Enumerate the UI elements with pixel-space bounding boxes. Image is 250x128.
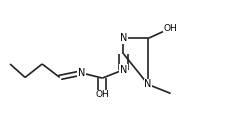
Text: N: N — [119, 65, 127, 75]
Text: N: N — [78, 68, 85, 78]
Text: N: N — [119, 33, 127, 43]
Text: OH: OH — [95, 90, 109, 99]
Text: N: N — [144, 79, 151, 89]
Text: OH: OH — [163, 24, 177, 33]
